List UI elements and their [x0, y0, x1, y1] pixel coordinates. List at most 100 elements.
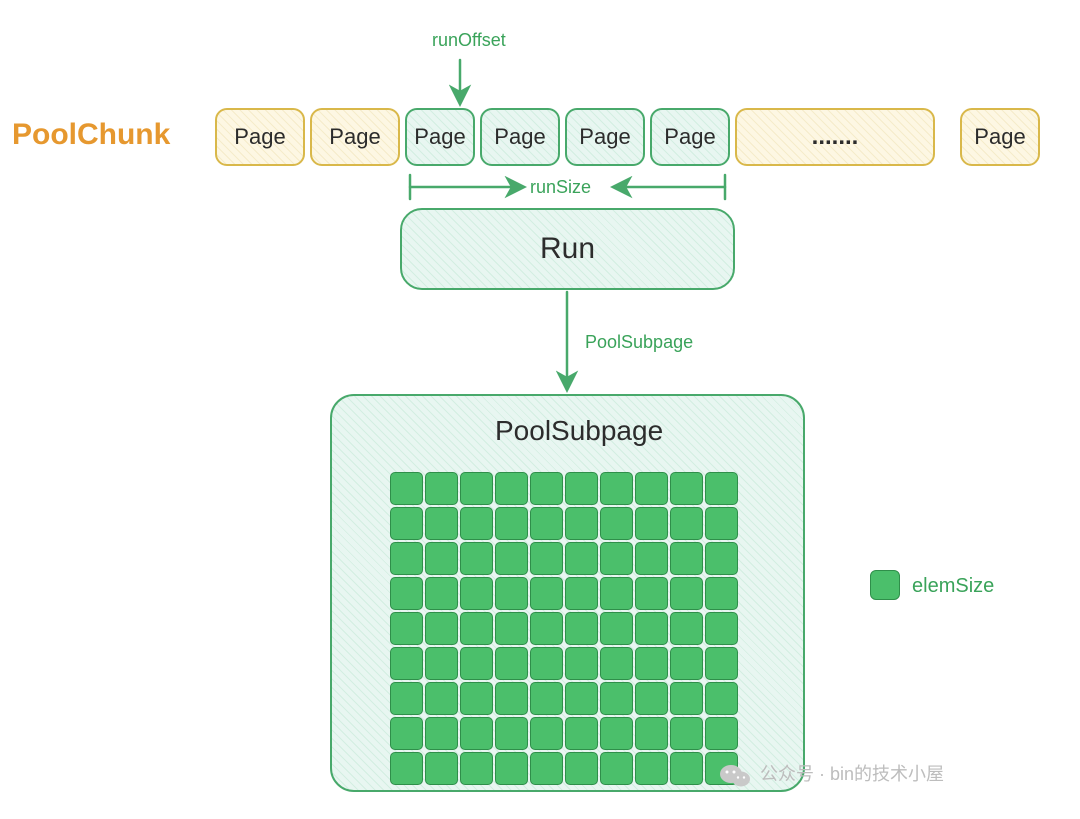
- element-cell: [460, 577, 493, 610]
- poolsubpage-arrow-label: PoolSubpage: [585, 332, 693, 353]
- run-box: Run: [400, 208, 735, 290]
- page-label: Page: [974, 124, 1025, 150]
- element-cell: [565, 472, 598, 505]
- runoffset-label: runOffset: [432, 30, 506, 51]
- element-cell: [565, 717, 598, 750]
- element-cell: [460, 752, 493, 785]
- element-cell: [600, 682, 633, 715]
- element-cell: [530, 507, 563, 540]
- element-cell: [705, 577, 738, 610]
- poolsubpage-title: PoolSubpage: [495, 415, 663, 447]
- element-cell: [670, 752, 703, 785]
- element-cell: [705, 752, 738, 785]
- element-cell: [670, 472, 703, 505]
- element-cell: [425, 577, 458, 610]
- page-box: Page: [310, 108, 400, 166]
- element-cell: [530, 612, 563, 645]
- element-cell: [565, 507, 598, 540]
- element-cell: [670, 612, 703, 645]
- element-cell: [670, 577, 703, 610]
- element-cell: [635, 612, 668, 645]
- element-cell: [425, 752, 458, 785]
- watermark-text: 公众号 · bin的技术小屋: [760, 760, 944, 786]
- page-label: Page: [414, 124, 465, 150]
- element-grid: [390, 472, 738, 785]
- element-cell: [565, 752, 598, 785]
- element-cell: [495, 577, 528, 610]
- page-label: Page: [664, 124, 715, 150]
- element-cell: [390, 717, 423, 750]
- element-cell: [565, 647, 598, 680]
- element-cell: [530, 577, 563, 610]
- element-cell: [530, 647, 563, 680]
- element-cell: [390, 577, 423, 610]
- element-cell: [565, 542, 598, 575]
- page-box: Page: [215, 108, 305, 166]
- element-cell: [705, 612, 738, 645]
- element-cell: [390, 472, 423, 505]
- element-cell: [495, 752, 528, 785]
- element-cell: [425, 612, 458, 645]
- element-cell: [705, 682, 738, 715]
- page-label: Page: [494, 124, 545, 150]
- elemsize-label: elemSize: [912, 575, 994, 598]
- page-label: Page: [329, 124, 380, 150]
- element-cell: [425, 542, 458, 575]
- element-cell: [635, 752, 668, 785]
- element-cell: [390, 752, 423, 785]
- element-cell: [705, 647, 738, 680]
- element-cell: [565, 612, 598, 645]
- element-cell: [705, 507, 738, 540]
- element-cell: [460, 682, 493, 715]
- element-cell: [530, 752, 563, 785]
- element-cell: [460, 717, 493, 750]
- element-cell: [495, 682, 528, 715]
- element-cell: [460, 472, 493, 505]
- element-cell: [495, 647, 528, 680]
- element-cell: [565, 577, 598, 610]
- element-cell: [425, 682, 458, 715]
- element-cell: [425, 507, 458, 540]
- element-cell: [495, 542, 528, 575]
- page-box: Page: [650, 108, 730, 166]
- element-cell: [460, 612, 493, 645]
- element-cell: [705, 472, 738, 505]
- page-box: Page: [960, 108, 1040, 166]
- page-box: Page: [405, 108, 475, 166]
- page-label: Page: [234, 124, 285, 150]
- element-cell: [425, 472, 458, 505]
- element-cell: [635, 682, 668, 715]
- element-cell: [495, 507, 528, 540]
- page-box: Page: [565, 108, 645, 166]
- element-cell: [565, 682, 598, 715]
- element-cell: [460, 647, 493, 680]
- element-cell: [600, 717, 633, 750]
- element-cell: [670, 682, 703, 715]
- element-cell: [600, 647, 633, 680]
- legend-cell: [870, 570, 900, 600]
- element-cell: [390, 542, 423, 575]
- element-cell: [425, 647, 458, 680]
- element-cell: [390, 612, 423, 645]
- element-cell: [600, 542, 633, 575]
- page-label: Page: [579, 124, 630, 150]
- element-cell: [390, 647, 423, 680]
- element-cell: [530, 472, 563, 505]
- element-cell: [530, 542, 563, 575]
- element-cell: [390, 682, 423, 715]
- element-cell: [635, 647, 668, 680]
- element-cell: [635, 577, 668, 610]
- run-label: Run: [540, 232, 595, 266]
- element-cell: [495, 612, 528, 645]
- element-cell: [635, 507, 668, 540]
- runsize-label: runSize: [530, 177, 591, 198]
- element-cell: [705, 542, 738, 575]
- ellipsis-label: .......: [812, 123, 859, 151]
- element-cell: [390, 507, 423, 540]
- element-cell: [530, 682, 563, 715]
- element-cell: [670, 542, 703, 575]
- element-cell: [705, 717, 738, 750]
- element-cell: [460, 507, 493, 540]
- page-ellipsis-box: .......: [735, 108, 935, 166]
- element-cell: [670, 507, 703, 540]
